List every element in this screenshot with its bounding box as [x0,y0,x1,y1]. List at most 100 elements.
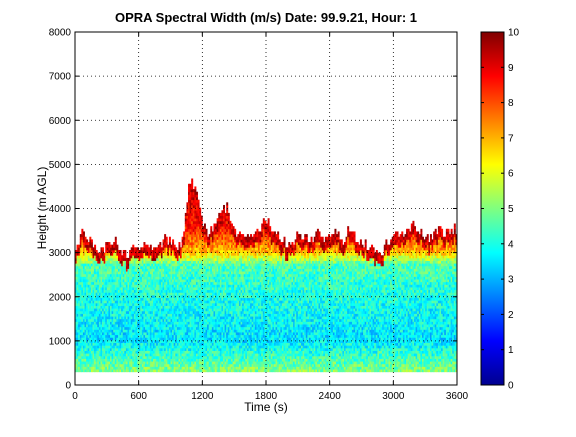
heatmap-cell [165,284,168,288]
heatmap-cell [175,350,178,354]
heatmap-cell [86,310,89,314]
heatmap-cell [223,226,226,230]
heatmap-cell [138,321,141,325]
heatmap-cell [168,334,171,338]
heatmap-cell [117,366,120,370]
heatmap-cell [202,281,205,285]
heatmap-cell [162,308,165,312]
heatmap-cell [141,347,144,351]
heatmap-cell [200,273,203,277]
heatmap-cell [164,297,167,301]
heatmap-cell [199,305,202,309]
heatmap-cell [84,276,87,280]
heatmap-cell [191,199,194,203]
heatmap-cell [226,363,229,367]
heatmap-cell [108,279,111,283]
heatmap-cell [199,228,202,232]
heatmap-cell [184,366,187,370]
heatmap-cell [183,337,186,341]
heatmap-cell [186,207,189,211]
heatmap-cell [202,236,205,240]
heatmap-cell [89,239,92,243]
heatmap-cell [159,361,162,365]
heatmap-cell [103,252,106,256]
heatmap-cell [82,234,85,238]
heatmap-cell [111,276,114,280]
heatmap-cell [103,339,106,344]
heatmap-cell [224,345,227,349]
heatmap-cell [102,369,105,373]
heatmap-cell [94,244,97,248]
heatmap-cell [162,366,165,370]
heatmap-cell [208,276,211,280]
heatmap-cell [108,247,111,251]
heatmap-cell [89,353,92,357]
heatmap-cell [162,300,165,304]
heatmap-cell [149,350,152,354]
heatmap-cell [197,257,200,261]
heatmap-cell [160,276,163,280]
heatmap-cell [223,212,226,216]
heatmap-cell [172,244,175,248]
heatmap-cell [84,316,87,320]
heatmap-cell [211,244,214,248]
heatmap-cell [154,332,157,336]
heatmap-cell [138,363,141,367]
heatmap-cell [160,358,163,362]
heatmap-cell [75,279,77,283]
heatmap-cell [79,252,82,256]
heatmap-cell [132,345,135,349]
heatmap-cell [208,252,211,256]
heatmap-cell [202,252,205,256]
heatmap-cell [224,292,227,296]
heatmap-cell [157,318,160,322]
heatmap-cell [194,318,197,322]
heatmap-cell [106,302,109,306]
heatmap-cell [213,255,216,259]
heatmap-cell [79,366,82,370]
heatmap-cell [97,350,100,354]
heatmap-cell [105,305,108,309]
heatmap-cell [81,302,84,306]
heatmap-cell [159,358,162,362]
heatmap-cell [200,321,203,325]
heatmap-cell [78,332,81,336]
heatmap-cell [82,257,85,261]
heatmap-cell [205,284,208,288]
heatmap-cell [202,302,205,306]
heatmap-cell [146,318,149,322]
heatmap-cell [175,332,178,336]
heatmap-cell [79,297,82,301]
heatmap-cell [191,281,194,285]
heatmap-cell [210,355,213,359]
heatmap-cell [100,363,103,367]
heatmap-cell [189,255,192,259]
heatmap-cell [114,339,117,344]
heatmap-cell [105,318,108,322]
heatmap-cell [146,257,149,261]
heatmap-cell [114,337,117,341]
heatmap-cell [162,287,165,291]
heatmap-cell [188,189,190,193]
heatmap-cell [197,226,200,230]
heatmap-cell [213,294,216,299]
heatmap-cell [152,279,155,283]
heatmap-cell [219,353,222,357]
heatmap-cell [211,342,214,346]
heatmap-cell [189,204,192,209]
heatmap-cell [194,252,197,256]
heatmap-cell [106,321,109,325]
heatmap-cell [189,324,192,328]
heatmap-cell [102,284,105,288]
heatmap-cell [191,255,194,259]
heatmap-cell [215,265,218,269]
heatmap-cell [221,244,224,248]
heatmap-cell [218,297,221,301]
heatmap-cell [224,318,227,322]
heatmap-cell [129,305,132,309]
heatmap-cell [189,316,192,320]
heatmap-cell [90,271,93,275]
heatmap-cell [175,339,178,344]
heatmap-cell [186,247,189,251]
heatmap-cell [100,284,103,288]
